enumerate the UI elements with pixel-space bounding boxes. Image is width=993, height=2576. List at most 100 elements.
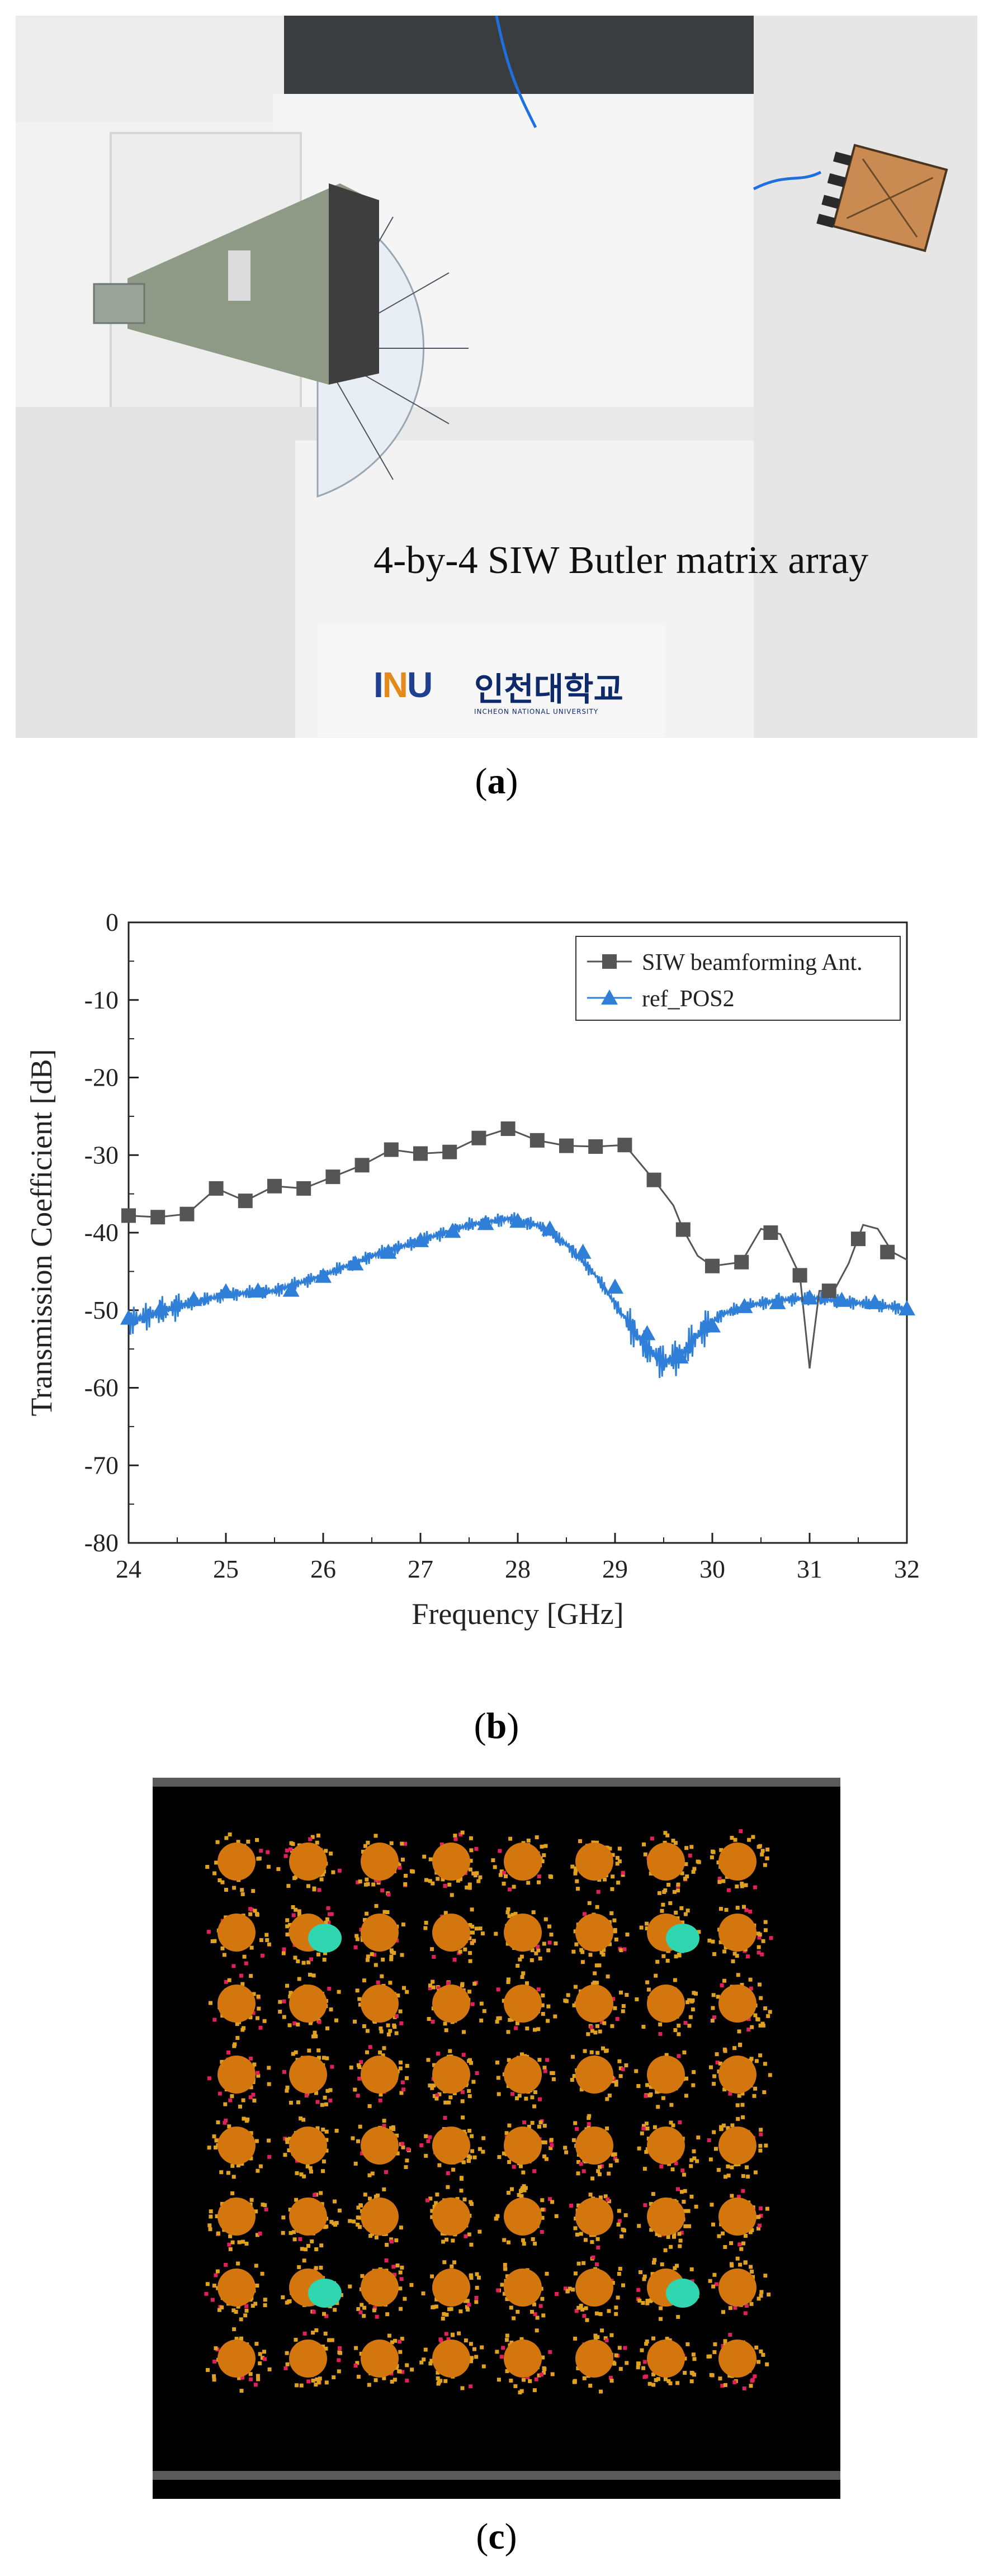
speckle xyxy=(507,2058,511,2062)
speckle xyxy=(259,1938,263,1942)
speckle xyxy=(750,2270,754,2274)
speckle xyxy=(621,1871,625,1875)
caption-c: (c) xyxy=(476,2516,517,2557)
speckle xyxy=(404,1873,408,1878)
speckle xyxy=(715,2060,720,2064)
speckle xyxy=(660,2262,664,2267)
speckle xyxy=(507,2191,510,2195)
speckle xyxy=(266,1864,271,1869)
speckle xyxy=(740,1882,744,1886)
speckle xyxy=(375,2314,379,2319)
speckle xyxy=(495,2350,499,2354)
speckle xyxy=(530,2120,535,2125)
y-tick-label: -60 xyxy=(84,1374,119,1402)
speckle xyxy=(572,2074,576,2078)
speckle xyxy=(512,2165,516,2169)
speckle xyxy=(374,1903,379,1908)
speckle xyxy=(264,2207,268,2212)
speckle xyxy=(684,1862,688,1867)
speckle xyxy=(685,2342,690,2346)
speckle xyxy=(724,2175,727,2179)
siw-marker xyxy=(617,1138,632,1153)
speckle xyxy=(694,2204,698,2209)
speckle xyxy=(289,1841,294,1845)
speckle xyxy=(609,2333,614,2337)
speckle xyxy=(467,2094,472,2099)
speckle xyxy=(276,1867,281,1871)
highlight-spot xyxy=(308,1924,342,1953)
speckle xyxy=(579,2162,583,2166)
speckle xyxy=(267,2082,271,2086)
speckle xyxy=(249,1945,254,1950)
array-element xyxy=(563,2114,619,2181)
speckle xyxy=(510,2187,514,2191)
speckle xyxy=(212,1871,217,1876)
speckle xyxy=(687,2224,692,2228)
speckle xyxy=(530,2095,535,2100)
speckle xyxy=(692,1991,696,1995)
speckle xyxy=(316,1833,320,1838)
speckle xyxy=(548,2350,552,2354)
speckle xyxy=(224,1836,229,1840)
speckle xyxy=(642,2124,646,2128)
speckle xyxy=(240,2375,244,2380)
speckle xyxy=(437,2163,442,2167)
speckle xyxy=(400,1841,404,1846)
speckle xyxy=(321,2127,325,2132)
speckle xyxy=(365,1958,370,1962)
speckle xyxy=(363,2193,367,2197)
speckle xyxy=(596,1890,600,1894)
speckle xyxy=(474,1926,479,1931)
speckle xyxy=(573,2226,578,2231)
speckle xyxy=(650,1836,654,1841)
speckle xyxy=(765,1856,769,1860)
speckle xyxy=(607,2171,611,2176)
speckle xyxy=(746,2017,751,2021)
speckle xyxy=(746,2028,751,2032)
speckle xyxy=(230,2191,235,2195)
speckle xyxy=(709,2065,713,2070)
speckle xyxy=(475,2071,479,2075)
speckle xyxy=(645,1926,649,1930)
speckle xyxy=(588,2384,593,2388)
speckle xyxy=(464,2234,468,2238)
array-element xyxy=(348,2258,414,2319)
speckle xyxy=(253,2383,258,2387)
speckle xyxy=(637,2298,642,2303)
speckle xyxy=(517,2094,522,2098)
speckle xyxy=(470,2134,474,2138)
speckle xyxy=(718,1940,723,1944)
speckle xyxy=(529,1958,534,1962)
speckle xyxy=(672,1890,677,1894)
speckle xyxy=(212,2018,217,2022)
speckle xyxy=(695,2159,699,2163)
speckle xyxy=(460,2386,465,2390)
speckle xyxy=(543,2140,547,2144)
element-core xyxy=(575,1985,613,2023)
speckle xyxy=(465,2305,469,2309)
speckle xyxy=(609,2379,614,2383)
speckle xyxy=(614,2305,618,2310)
speckle xyxy=(334,2018,338,2023)
speckle xyxy=(713,2342,717,2346)
speckle xyxy=(317,1888,321,1892)
speckle xyxy=(385,2312,390,2317)
speckle xyxy=(444,2332,448,2336)
speckle xyxy=(462,2030,466,2034)
speckle xyxy=(570,1864,575,1869)
speckle xyxy=(595,2051,600,2055)
speckle xyxy=(613,2006,617,2010)
speckle xyxy=(232,2327,237,2332)
speckle xyxy=(289,1847,293,1852)
element-core xyxy=(432,2127,470,2165)
speckle xyxy=(757,1935,762,1940)
speckle xyxy=(688,1853,692,1858)
speckle xyxy=(580,1960,585,1964)
speckle xyxy=(441,1877,445,1882)
x-tick-label: 28 xyxy=(505,1555,531,1583)
array-element xyxy=(421,2260,481,2321)
speckle xyxy=(285,2362,290,2366)
speckle xyxy=(372,1953,376,1957)
speckle xyxy=(766,2014,770,2018)
speckle xyxy=(243,2313,248,2318)
